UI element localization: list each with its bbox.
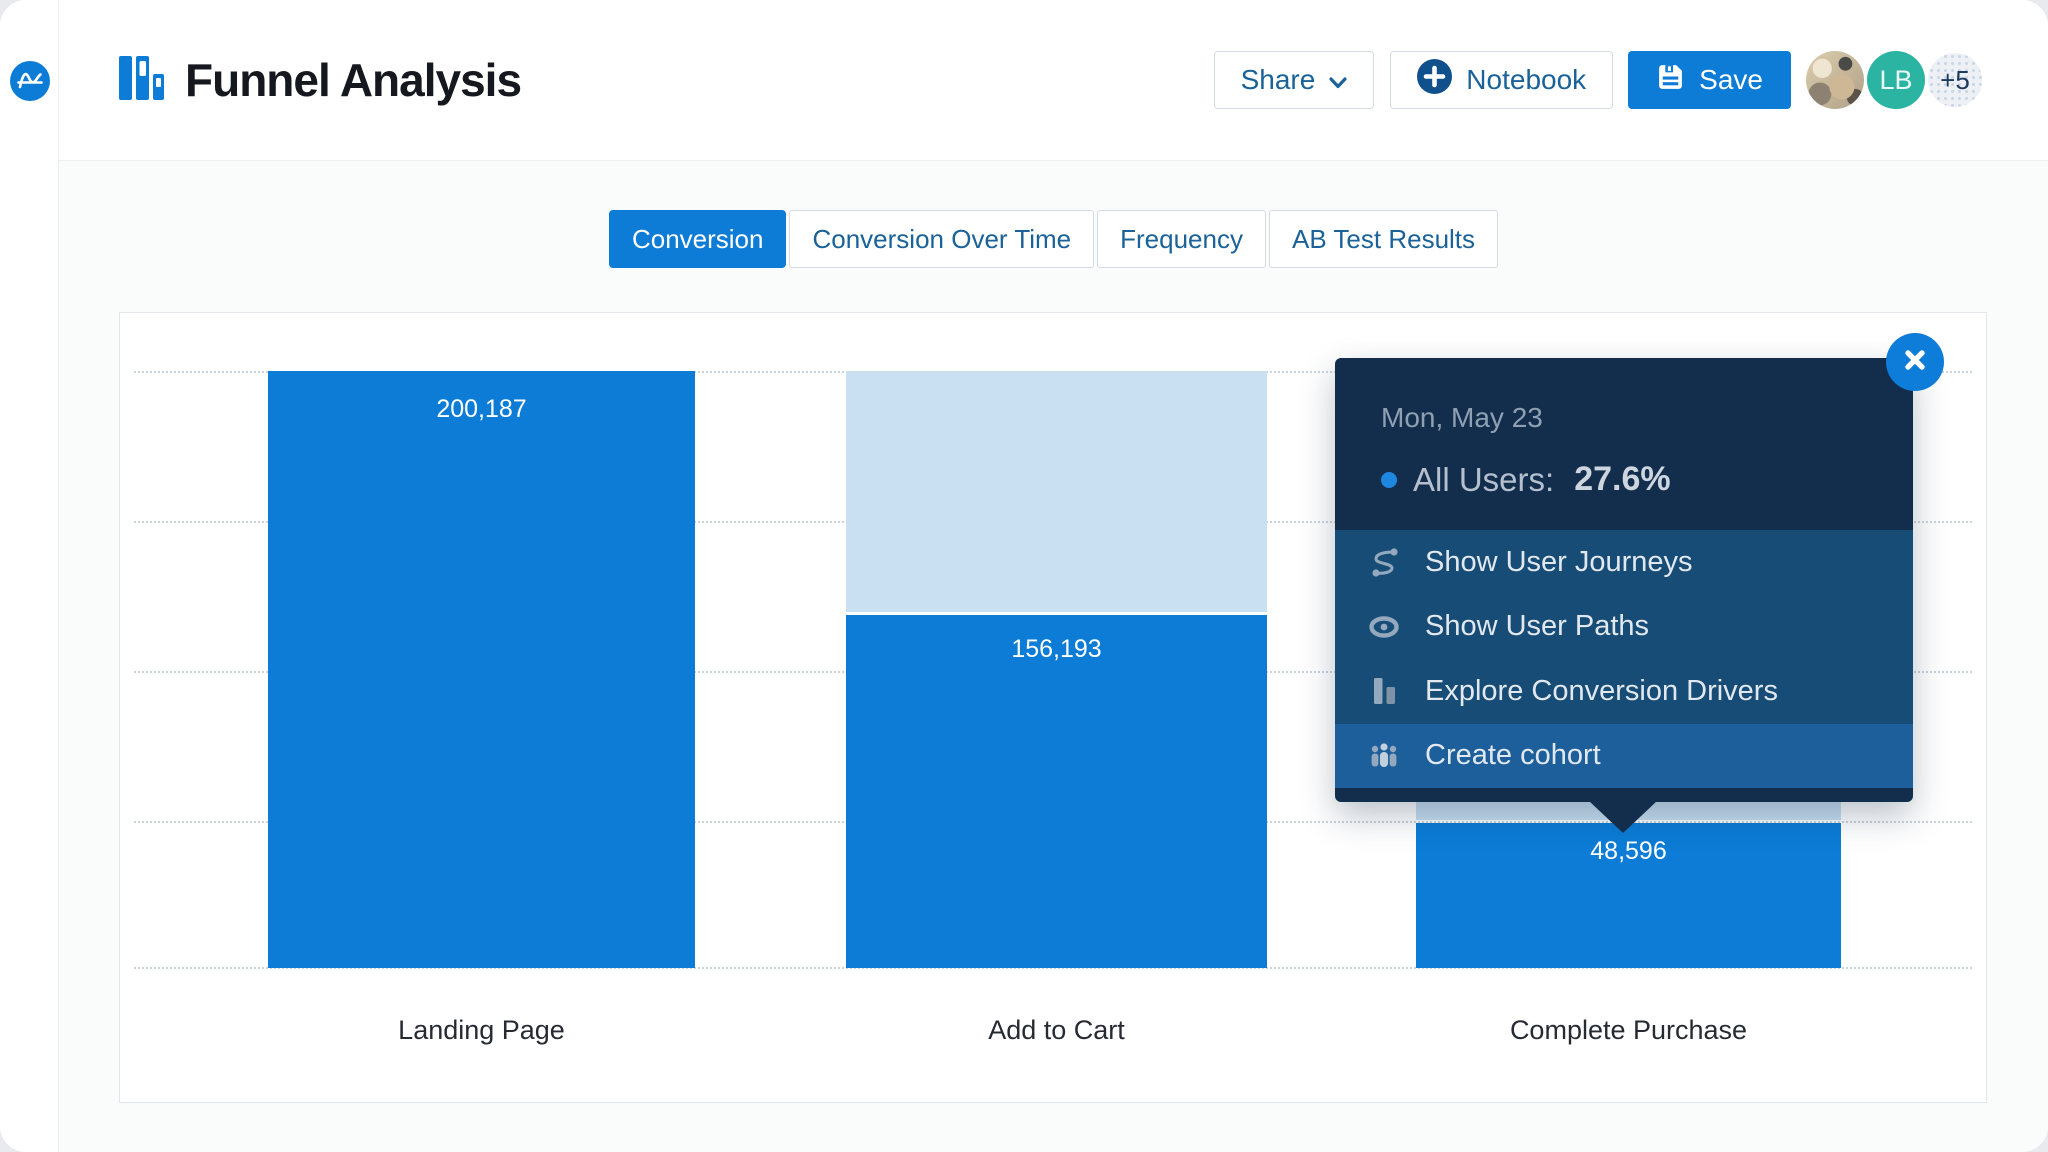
menu-item-label: Show User Journeys xyxy=(1425,545,1693,578)
tooltip-close-button[interactable] xyxy=(1886,333,1944,391)
category-label-landing-page: Landing Page xyxy=(398,1015,565,1045)
bar-value-label: 48,596 xyxy=(1590,837,1667,865)
menu-item-label: Create cohort xyxy=(1425,739,1601,772)
header-actions: Share Notebook xyxy=(1213,51,1982,109)
category-label-add-to-cart: Add to Cart xyxy=(988,1015,1125,1045)
journey-icon xyxy=(1365,543,1403,581)
tooltip-menu: Show User Journeys Show User Paths xyxy=(1335,530,1913,788)
header: Funnel Analysis Share Notebook xyxy=(59,0,2048,161)
left-rail xyxy=(0,0,59,1152)
menu-item-label: Show User Paths xyxy=(1425,610,1650,643)
bar-value-label: 200,187 xyxy=(436,395,527,423)
tab-frequency[interactable]: Frequency xyxy=(1097,210,1266,268)
chevron-down-icon xyxy=(1329,64,1347,96)
save-button-label: Save xyxy=(1699,64,1763,95)
save-icon xyxy=(1656,62,1685,98)
tooltip-series-label: All Users: xyxy=(1413,460,1555,498)
tooltip-date: Mon, May 23 xyxy=(1381,402,1543,433)
avatar-overflow-label: +5 xyxy=(1940,64,1970,95)
menu-item-label: Explore Conversion Drivers xyxy=(1425,674,1778,707)
avatar-initials[interactable]: LB xyxy=(1867,51,1925,109)
tooltip-caret xyxy=(1589,801,1657,833)
view-tabs: Conversion Conversion Over Time Frequenc… xyxy=(59,210,2048,268)
share-button-label: Share xyxy=(1240,64,1316,95)
share-button[interactable]: Share xyxy=(1213,51,1375,109)
bar-add-to-cart[interactable]: 156,193 xyxy=(846,615,1267,968)
bar-add-to-cart-unconverted[interactable] xyxy=(846,371,1267,612)
notebook-button-label: Notebook xyxy=(1466,64,1587,95)
bar-tooltip: Mon, May 23 All Users: 27.6% xyxy=(1335,333,1944,833)
save-button[interactable]: Save xyxy=(1628,51,1791,109)
funnel-chart-icon xyxy=(119,55,165,105)
gridline-baseline xyxy=(134,967,1972,969)
menu-item-show-user-journeys[interactable]: Show User Journeys xyxy=(1335,530,1913,595)
series-color-dot xyxy=(1381,471,1397,488)
notebook-button[interactable]: Notebook xyxy=(1390,51,1614,109)
bar-value-label: 156,193 xyxy=(1011,635,1102,663)
tooltip-conversion-value: 27.6% xyxy=(1574,460,1671,498)
avatar-initials-label: LB xyxy=(1879,64,1913,95)
tab-conversion-over-time[interactable]: Conversion Over Time xyxy=(789,210,1095,268)
tab-conversion[interactable]: Conversion xyxy=(608,210,787,268)
plus-circle-icon xyxy=(1417,59,1453,101)
avatar-photo[interactable] xyxy=(1806,51,1864,109)
avatar-overflow-badge[interactable]: +5 xyxy=(1928,53,1982,107)
bar-complete-purchase[interactable]: 48,596 xyxy=(1416,823,1841,968)
menu-item-show-user-paths[interactable]: Show User Paths xyxy=(1335,595,1913,660)
amplitude-logo-icon[interactable] xyxy=(10,61,50,101)
bar-landing-page[interactable]: 200,187 xyxy=(268,371,695,968)
bar-chart-icon xyxy=(1365,672,1403,710)
content-area: Conversion Conversion Over Time Frequenc… xyxy=(59,161,2048,1152)
close-icon xyxy=(1901,346,1929,379)
menu-item-explore-conversion-drivers[interactable]: Explore Conversion Drivers xyxy=(1335,659,1913,724)
tooltip-header: Mon, May 23 All Users: 27.6% xyxy=(1335,358,1913,499)
eye-icon xyxy=(1365,608,1403,646)
people-icon xyxy=(1365,737,1403,775)
category-label-complete-purchase: Complete Purchase xyxy=(1509,1015,1748,1045)
tab-ab-test-results[interactable]: AB Test Results xyxy=(1268,210,1499,268)
menu-item-create-cohort[interactable]: Create cohort xyxy=(1335,723,1913,788)
page-title: Funnel Analysis xyxy=(185,54,522,106)
